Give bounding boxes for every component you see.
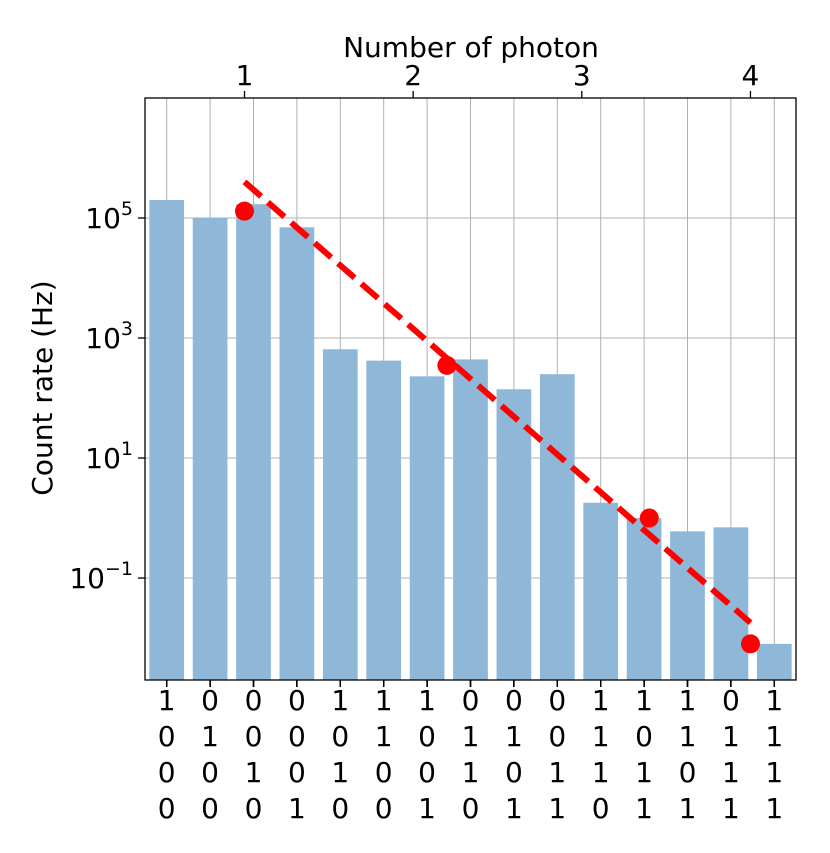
top-tick-label: 4	[742, 59, 760, 92]
x-axis-category-labels: 1 0 0 0 1 1 1 0 0 0 1 1 1 0 10 1 0 0 0 1 0 1 1 0 1 0 1 1 10 0 1 0 1 0 0 1 0 1…	[158, 680, 783, 825]
data-point	[639, 508, 659, 528]
x-tick-label-digit: 0	[418, 720, 436, 753]
x-tick-label-digit: 1	[679, 792, 697, 825]
x-tick-label-digit: 1	[592, 756, 610, 789]
x-tick-label-digit: 0	[288, 756, 306, 789]
x-tick-label-digit: 0	[158, 720, 176, 753]
bar	[496, 389, 532, 680]
x-tick-label-digit: 0	[462, 792, 480, 825]
x-tick-label-digit: 1	[462, 720, 480, 753]
x-tick-label-digit: 0	[375, 792, 393, 825]
x-tick-label-digit: 1	[548, 792, 566, 825]
top-tick-label: 2	[404, 59, 422, 92]
x-tick-label-digit: 1	[679, 720, 697, 753]
bar	[626, 518, 662, 680]
bar	[149, 199, 185, 680]
x-tick-label-digit: 0	[505, 756, 523, 789]
x-tick-label-digit: 1	[592, 684, 610, 717]
x-tick-label-digit: 1	[765, 756, 783, 789]
x-tick-label-digit: 1	[635, 792, 653, 825]
x-tick-label-digit: 1	[765, 720, 783, 753]
top-axis-label: Number of photon	[343, 31, 599, 64]
x-tick-label-digit: 1	[765, 684, 783, 717]
x-tick-label-digit: 1	[765, 792, 783, 825]
x-tick-label-digit: 1	[331, 756, 349, 789]
bar	[453, 359, 488, 680]
x-tick-label-digit: 1	[288, 792, 306, 825]
x-tick-label-digit: 1	[679, 684, 697, 717]
y-axis-ticks: 10−1 101 103 105	[69, 198, 145, 595]
x-tick-label-digit: 0	[722, 684, 740, 717]
data-point	[740, 634, 760, 654]
data-point	[437, 355, 457, 375]
x-tick-label-digit: 1	[418, 792, 436, 825]
x-tick-label-digit: 0	[158, 756, 176, 789]
x-tick-label-digit: 0	[201, 792, 219, 825]
x-tick-label-digit: 0	[635, 720, 653, 753]
y-tick-label: 105	[85, 198, 133, 235]
x-tick-label-digit: 1	[375, 720, 393, 753]
x-tick-label-digit: 0	[331, 720, 349, 753]
point-series	[235, 201, 760, 654]
x-tick-label-digit: 0	[201, 756, 219, 789]
x-tick-label-digit: 0	[592, 792, 610, 825]
bar-series	[149, 199, 792, 681]
x-tick-label-digit: 1	[505, 792, 523, 825]
x-tick-label-digit: 1	[635, 756, 653, 789]
x-tick-label-digit: 1	[548, 756, 566, 789]
bar	[322, 349, 358, 680]
y-axis-label: Count rate (Hz)	[26, 280, 59, 495]
x-tick-label-digit: 0	[245, 684, 263, 717]
x-tick-label-digit: 1	[505, 720, 523, 753]
x-tick-label-digit: 1	[722, 792, 740, 825]
top-tick-label: 3	[573, 59, 591, 92]
x-tick-label-digit: 0	[201, 684, 219, 717]
data-point	[235, 201, 255, 221]
bar	[409, 376, 445, 680]
bar	[192, 218, 228, 680]
fit-line	[242, 179, 753, 626]
bar	[583, 502, 619, 680]
x-tick-label-digit: 1	[331, 684, 349, 717]
fit-line-series	[242, 179, 753, 626]
bar	[539, 374, 575, 680]
bar	[366, 360, 402, 680]
x-tick-label-digit: 1	[245, 756, 263, 789]
x-tick-label-digit: 1	[201, 720, 219, 753]
x-tick-label-digit: 1	[418, 684, 436, 717]
y-tick-label: 103	[85, 318, 133, 355]
x-tick-label-digit: 0	[505, 684, 523, 717]
x-tick-label-digit: 0	[288, 720, 306, 753]
x-tick-label-digit: 0	[548, 684, 566, 717]
bar	[279, 227, 315, 680]
y-tick-label: 10−1	[69, 558, 133, 595]
bar	[713, 527, 749, 680]
x-tick-label-digit: 0	[158, 792, 176, 825]
top-axis-ticks: 1 2 3 4	[236, 59, 760, 98]
top-tick-label: 1	[236, 59, 254, 92]
x-tick-label-digit: 0	[245, 792, 263, 825]
x-tick-label-digit: 0	[548, 720, 566, 753]
x-tick-label-digit: 1	[722, 756, 740, 789]
x-tick-label-digit: 0	[462, 684, 480, 717]
x-tick-label-digit: 1	[722, 720, 740, 753]
x-tick-label-digit: 0	[245, 720, 263, 753]
bar	[236, 204, 271, 681]
x-tick-label-digit: 0	[288, 684, 306, 717]
x-tick-label-digit: 1	[635, 684, 653, 717]
x-tick-label-digit: 1	[462, 756, 480, 789]
x-tick-label-digit: 1	[158, 684, 176, 717]
x-tick-label-digit: 1	[592, 720, 610, 753]
x-tick-label-digit: 0	[418, 756, 436, 789]
x-tick-label-digit: 0	[679, 756, 697, 789]
x-tick-label-digit: 0	[331, 792, 349, 825]
x-tick-label-digit: 1	[375, 684, 393, 717]
y-tick-label: 101	[85, 438, 133, 475]
x-tick-label-digit: 0	[375, 756, 393, 789]
bar	[756, 643, 792, 680]
